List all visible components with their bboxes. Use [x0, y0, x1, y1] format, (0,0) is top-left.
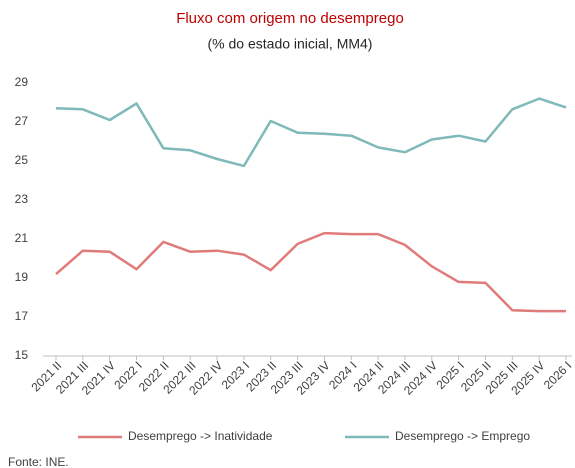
y-tick-label: 29 [15, 75, 29, 89]
y-tick-label: 15 [15, 348, 29, 362]
y-tick-label: 25 [15, 153, 29, 167]
x-tick-label: 2026 I [541, 358, 574, 391]
y-tick-label: 27 [15, 114, 29, 128]
y-tick-label: 21 [15, 231, 29, 245]
chart-title: Fluxo com origem no desemprego [176, 10, 404, 27]
legend-label: Desemprego -> Inatividade [128, 429, 273, 443]
chart-subtitle: (% do estado inicial, MM4) [208, 36, 373, 52]
y-tick-label: 23 [15, 192, 29, 206]
line-series [55, 97, 567, 168]
line-series [55, 231, 566, 313]
source: Fonte: INE. [8, 455, 69, 468]
y-tick-label: 17 [15, 309, 29, 323]
y-tick-label: 19 [15, 270, 29, 284]
legend-label: Desemprego -> Emprego [395, 429, 530, 443]
